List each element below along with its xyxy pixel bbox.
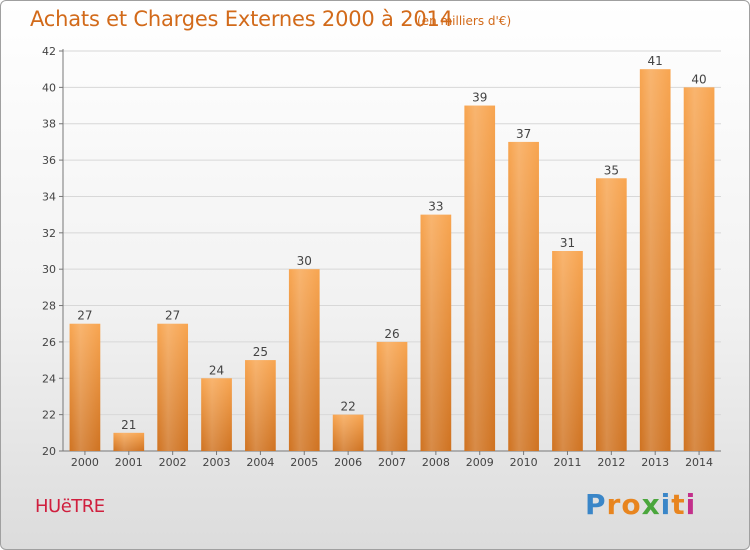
x-tick-label: 2000 — [71, 456, 99, 469]
y-tick-label: 28 — [42, 300, 56, 313]
logo-letter: i — [685, 488, 697, 521]
data-label: 22 — [340, 400, 355, 414]
x-tick-label: 2004 — [246, 456, 274, 469]
x-tick-label: 2005 — [290, 456, 318, 469]
logo-letter: P — [585, 488, 607, 521]
x-tick-label: 2009 — [466, 456, 494, 469]
chart-title: Achats et Charges Externes 2000 à 2014 — [30, 7, 453, 31]
bar-shine-2004 — [245, 360, 276, 451]
x-tick-label: 2007 — [378, 456, 406, 469]
x-tick-label: 2011 — [553, 456, 581, 469]
bar-shine-2001 — [113, 432, 145, 451]
data-label: 27 — [165, 309, 180, 323]
y-tick-label: 34 — [42, 190, 56, 203]
y-tick-label: 36 — [42, 154, 56, 167]
x-tick-label: 2006 — [334, 456, 362, 469]
y-tick-label: 40 — [42, 81, 56, 94]
y-tick-label: 20 — [42, 445, 56, 458]
bar-shine-2002 — [157, 323, 189, 451]
data-label: 35 — [604, 163, 619, 177]
data-label: 26 — [384, 327, 399, 341]
y-tick-label: 38 — [42, 118, 56, 131]
y-tick-label: 32 — [42, 227, 56, 240]
bar-shine-2000 — [69, 323, 101, 451]
data-labels: 27 21 27 24 25 30 22 26 33 39 37 31 35 41 40 — [77, 54, 706, 432]
data-label: 24 — [209, 363, 224, 377]
bar-shine-2005 — [288, 269, 320, 451]
bars — [69, 69, 715, 452]
y-tick-label: 30 — [42, 263, 56, 276]
y-tick-label: 22 — [42, 409, 56, 422]
bar-shine-2003 — [201, 378, 232, 451]
data-label: 25 — [253, 345, 268, 359]
x-tick-label: 2008 — [422, 456, 450, 469]
data-label: 37 — [516, 127, 531, 141]
x-tick-label: 2001 — [115, 456, 143, 469]
x-tick-label: 2014 — [685, 456, 713, 469]
x-tick-label: 2013 — [641, 456, 669, 469]
data-label: 40 — [691, 72, 706, 86]
data-label: 31 — [560, 236, 575, 250]
x-tick-label: 2012 — [597, 456, 625, 469]
bar-shine-2010 — [508, 141, 539, 451]
logo-letter: o — [621, 488, 642, 521]
logo-letter: r — [606, 488, 622, 521]
data-label: 30 — [297, 254, 312, 268]
data-label: 41 — [648, 54, 663, 68]
bar-shine-2012 — [595, 178, 627, 452]
bar-shine-2006 — [332, 414, 364, 451]
logo-letter: t — [671, 488, 686, 521]
chart-subtitle: (en milliers d'€) — [417, 14, 512, 28]
x-tick-label: 2003 — [203, 456, 231, 469]
data-label: 33 — [428, 200, 443, 214]
x-tick-label: 2002 — [159, 456, 187, 469]
y-tick-label: 26 — [42, 336, 56, 349]
place-name: HUëTRE — [35, 496, 105, 517]
data-label: 21 — [121, 418, 136, 432]
data-label: 27 — [77, 309, 92, 323]
bar-shine-2011 — [552, 251, 583, 451]
data-label: 39 — [472, 91, 487, 105]
logo-letter: x — [641, 488, 661, 521]
bar-shine-2007 — [376, 341, 408, 451]
y-tick-label: 24 — [42, 372, 56, 385]
proxiti-logo: Proxiti — [585, 488, 696, 521]
bar-shine-2014 — [683, 87, 715, 451]
bar-shine-2013 — [639, 69, 671, 451]
logo-letter: i — [660, 488, 672, 521]
x-tick-label: 2010 — [510, 456, 538, 469]
bar-shine-2009 — [464, 105, 496, 451]
y-tick-label: 42 — [42, 45, 56, 58]
bar-shine-2008 — [420, 214, 452, 451]
